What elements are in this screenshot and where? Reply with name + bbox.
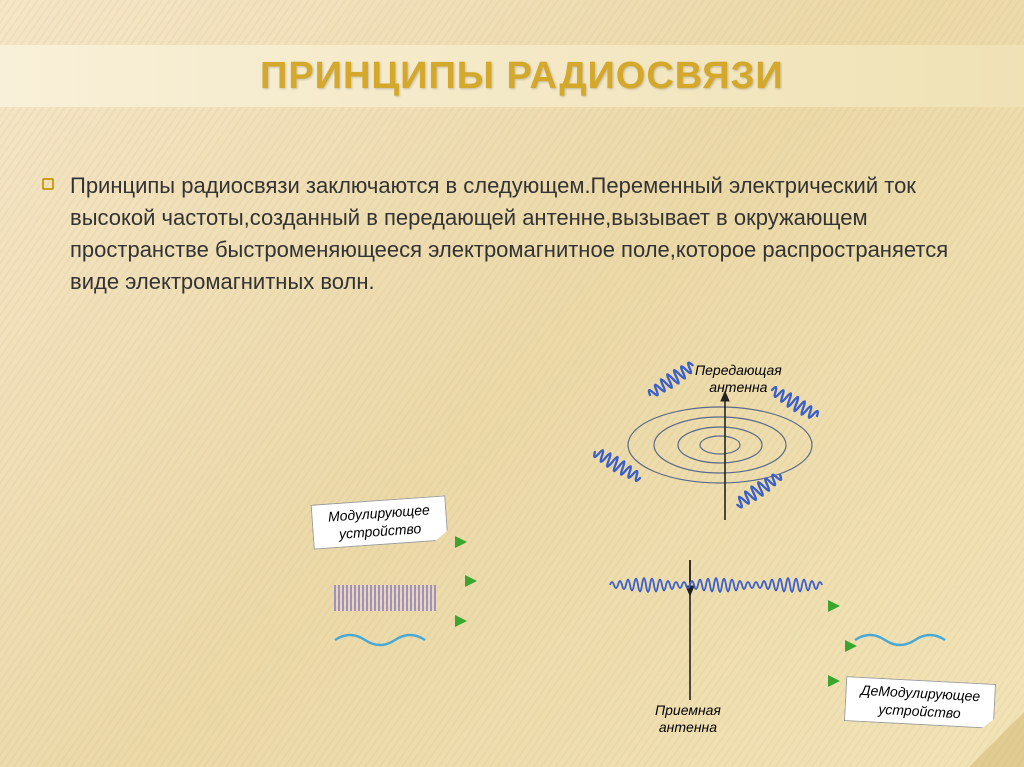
audio-wave-left: [335, 635, 425, 645]
modulated-wave: [610, 578, 822, 592]
rx-antenna-label: Приемная антенна: [655, 702, 721, 736]
body-paragraph: Принципы радиосвязи заключаются в следую…: [70, 170, 984, 298]
modulator-card: Модулирующее устройство: [311, 495, 449, 549]
slide-title: ПРИНЦИПЫ РАДИОСВЯЗИ: [260, 55, 784, 98]
audio-wave-right: [855, 635, 945, 645]
radio-diagram: Передающая антенна Приемная антенна Моду…: [300, 360, 1000, 760]
bullet-icon: [42, 178, 54, 190]
field-ellipses: [628, 407, 812, 483]
markers-left: [455, 536, 477, 627]
title-bar: ПРИНЦИПЫ РАДИОСВЯЗИ: [0, 45, 1024, 107]
tx-antenna-label: Передающая антенна: [695, 362, 782, 396]
corner-fold-icon: [969, 712, 1024, 767]
carrier-wave-block: [335, 585, 435, 611]
markers-right: [828, 600, 857, 687]
